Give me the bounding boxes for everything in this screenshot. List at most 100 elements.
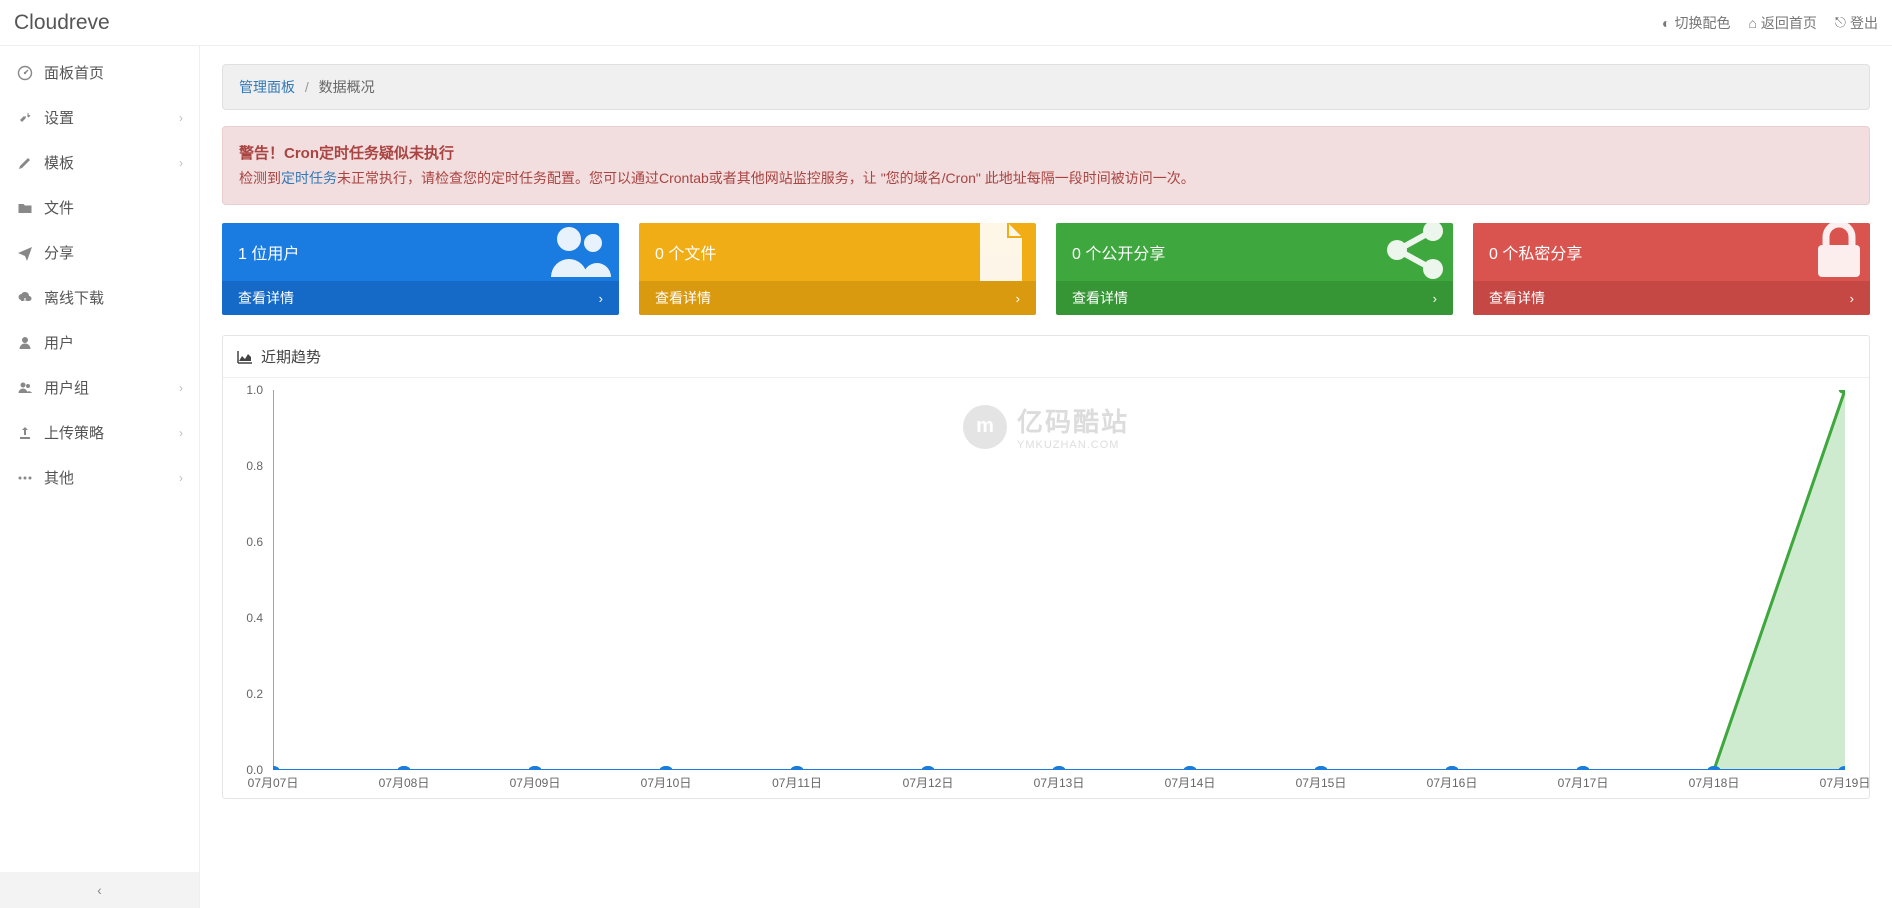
users-icon xyxy=(545,223,615,287)
x-tick-label: 07月12日 xyxy=(903,774,954,791)
chevron-right-icon: › xyxy=(1016,291,1020,306)
alert-cron-link[interactable]: 定时任务 xyxy=(281,170,337,186)
x-tick-label: 07月08日 xyxy=(379,774,430,791)
chart-plot-area xyxy=(273,390,1845,770)
chevron-left-icon: ‹ xyxy=(97,882,102,898)
lock-icon xyxy=(1812,223,1866,283)
sidebar-item-upload[interactable]: 上传策略 › xyxy=(0,410,199,455)
home-link[interactable]: ⌂ 返回首页 xyxy=(1748,13,1816,33)
x-tick-label: 07月16日 xyxy=(1427,774,1478,791)
sidebar-item-label: 设置 xyxy=(44,107,74,128)
theme-toggle[interactable]: ◐切换配色 xyxy=(1662,13,1730,33)
x-tick-label: 07月07日 xyxy=(248,774,299,791)
alert-body: 检测到定时任务未正常执行，请检查您的定时任务配置。您可以通过Crontab或者其… xyxy=(239,167,1853,191)
y-tick-label: 0.8 xyxy=(246,459,263,473)
sidebar-item-folder[interactable]: 文件 xyxy=(0,185,199,230)
chevron-right-icon: › xyxy=(179,471,183,485)
trend-panel-title: 近期趋势 xyxy=(261,346,321,367)
sidebar-item-cloud-down[interactable]: 离线下载 xyxy=(0,275,199,320)
topbar-actions: ◐切换配色 ⌂ 返回首页 ⎋登出 xyxy=(1662,13,1878,33)
sidebar-item-user[interactable]: 用户 xyxy=(0,320,199,365)
stat-card-label: 0 个文件 xyxy=(655,240,716,264)
x-tick-label: 07月18日 xyxy=(1689,774,1740,791)
cloud-down-icon xyxy=(16,290,34,306)
stat-card-action[interactable]: 查看详情› xyxy=(1056,281,1453,315)
chevron-right-icon: › xyxy=(179,426,183,440)
chevron-right-icon: › xyxy=(179,111,183,125)
toggle-icon: ◐ xyxy=(1662,15,1670,31)
logout-icon: ⎋ xyxy=(1835,14,1846,31)
area-chart-icon xyxy=(237,350,253,364)
stat-card-action[interactable]: 查看详情› xyxy=(1473,281,1870,315)
trend-panel-body: m 亿码酷站 YMKUZHAN.COM 0.00.20.40.60.81.0 0… xyxy=(223,378,1869,798)
trend-panel-header: 近期趋势 xyxy=(223,336,1869,378)
stat-action-label: 查看详情 xyxy=(655,288,711,308)
y-tick-label: 1.0 xyxy=(246,383,263,397)
sidebar-item-label: 分享 xyxy=(44,242,74,263)
chevron-right-icon: › xyxy=(599,291,603,306)
trend-panel: 近期趋势 m 亿码酷站 YMKUZHAN.COM 0.00.20.40.60.8… xyxy=(222,335,1870,799)
sidebar-item-label: 上传策略 xyxy=(44,422,104,443)
home-icon: ⌂ xyxy=(1748,15,1756,31)
sidebar: 面板首页设置 › 模板› 文件分享离线下载用户用户组 › 上传策略 › 其他 › ‹ xyxy=(0,46,200,908)
logout-link[interactable]: ⎋登出 xyxy=(1835,13,1878,33)
topbar: Cloudreve ◐切换配色 ⌂ 返回首页 ⎋登出 xyxy=(0,0,1892,46)
breadcrumb: 管理面板 / 数据概况 xyxy=(222,64,1870,110)
y-tick-label: 0.2 xyxy=(246,687,263,701)
stat-card-users[interactable]: 1 位用户查看详情› xyxy=(222,223,619,315)
stat-card-share[interactable]: 0 个公开分享查看详情› xyxy=(1056,223,1453,315)
share-icon xyxy=(1383,223,1449,283)
sidebar-item-wrench[interactable]: 设置 › xyxy=(0,95,199,140)
chevron-right-icon: › xyxy=(179,381,183,395)
send-icon xyxy=(16,245,34,261)
breadcrumb-root[interactable]: 管理面板 xyxy=(239,79,295,95)
theme-label: 切换配色 xyxy=(1674,13,1730,33)
folder-icon xyxy=(16,200,34,216)
sidebar-item-pencil[interactable]: 模板› xyxy=(0,140,199,185)
sidebar-item-label: 模板 xyxy=(44,152,74,173)
x-tick-label: 07月17日 xyxy=(1558,774,1609,791)
sidebar-item-label: 其他 xyxy=(44,467,74,488)
sidebar-item-send[interactable]: 分享 xyxy=(0,230,199,275)
users-icon xyxy=(16,380,34,396)
chevron-right-icon: › xyxy=(1433,291,1437,306)
x-tick-label: 07月14日 xyxy=(1165,774,1216,791)
sidebar-item-label: 用户 xyxy=(44,332,74,353)
y-tick-label: 0.4 xyxy=(246,611,263,625)
stat-card-label: 0 个公开分享 xyxy=(1072,240,1165,264)
sidebar-item-dashboard[interactable]: 面板首页 xyxy=(0,50,199,95)
x-tick-label: 07月15日 xyxy=(1296,774,1347,791)
stat-card-top: 0 个私密分享 xyxy=(1473,223,1870,281)
main-content: 管理面板 / 数据概况 警告！Cron定时任务疑似未执行 检测到定时任务未正常执… xyxy=(200,46,1892,908)
trend-chart-svg xyxy=(273,390,1845,770)
wrench-icon xyxy=(16,110,34,126)
sidebar-item-label: 用户组 xyxy=(44,377,89,398)
dashboard-icon xyxy=(16,65,34,81)
alert-title: 警告！Cron定时任务疑似未执行 xyxy=(239,141,1853,167)
ellipsis-icon xyxy=(16,470,34,486)
sidebar-item-ellipsis[interactable]: 其他 › xyxy=(0,455,199,500)
stat-card-lock[interactable]: 0 个私密分享查看详情› xyxy=(1473,223,1870,315)
breadcrumb-separator: / xyxy=(305,79,309,95)
stat-action-label: 查看详情 xyxy=(238,288,294,308)
chart-y-labels: 0.00.20.40.60.81.0 xyxy=(223,390,269,770)
brand[interactable]: Cloudreve xyxy=(14,11,110,35)
stat-card-top: 0 个文件 xyxy=(639,223,1036,281)
pencil-icon xyxy=(16,155,34,171)
x-tick-label: 07月09日 xyxy=(510,774,561,791)
user-icon xyxy=(16,335,34,351)
home-label: 返回首页 xyxy=(1761,13,1817,33)
x-tick-label: 07月19日 xyxy=(1820,774,1871,791)
sidebar-item-label: 文件 xyxy=(44,197,74,218)
sidebar-collapse-button[interactable]: ‹ xyxy=(0,872,199,908)
x-tick-label: 07月13日 xyxy=(1034,774,1085,791)
alert-body-pre: 检测到 xyxy=(239,170,281,186)
logout-label: 登出 xyxy=(1850,13,1878,33)
sidebar-item-users[interactable]: 用户组 › xyxy=(0,365,199,410)
stat-card-label: 0 个私密分享 xyxy=(1489,240,1582,264)
stat-card-file[interactable]: 0 个文件查看详情 › xyxy=(639,223,1036,315)
alert-body-post: 未正常执行，请检查您的定时任务配置。您可以通过Crontab或者其他网站监控服务… xyxy=(337,170,1195,186)
sidebar-item-label: 离线下载 xyxy=(44,287,104,308)
file-icon xyxy=(968,223,1032,287)
x-tick-label: 07月11日 xyxy=(772,774,822,791)
